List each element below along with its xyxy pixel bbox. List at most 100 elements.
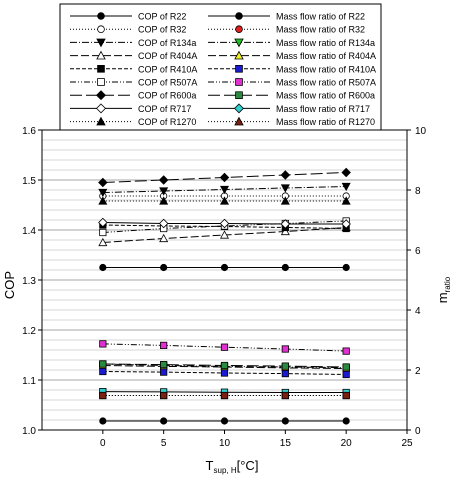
data-point-cop-of-r22: [220, 263, 229, 272]
y2-axis-label-sub: ratio: [443, 276, 452, 292]
legend-label-cop-of-r600a: COP of R600a: [138, 91, 196, 101]
data-point-mass-flow-ratio-of-r1270: [281, 391, 289, 400]
x-tick-label: 0: [100, 438, 106, 449]
data-point-mass-flow-ratio-of-r600a: [99, 360, 107, 368]
data-point-cop-of-r404a: [219, 230, 230, 239]
legend-box: [59, 3, 382, 131]
legend-label-cop-of-r134a: COP of R134a: [138, 38, 196, 48]
data-point-cop-of-r717: [280, 219, 291, 229]
legend-marker-cop-of-r32: [97, 25, 105, 34]
legend-marker-mass-flow-ratio-of-r22: [235, 12, 243, 20]
legend-label-mass-flow-ratio-of-r22: Mass flow ratio of R22: [276, 12, 365, 22]
data-point-cop-of-r404a: [280, 226, 290, 236]
legend-label-cop-of-r1270: COP of R1270: [138, 117, 196, 127]
legend-marker-cop-of-r22: [97, 12, 105, 20]
data-point-cop-of-r404a: [159, 233, 169, 243]
y-axis-ticks: 1.0 1.1 1.2 1.3 1.4 1.5 1.6: [22, 126, 42, 437]
data-point-cop-of-r717: [341, 219, 351, 229]
y-tick-label: 1.3: [22, 276, 36, 287]
y2-tick-label: 2: [415, 366, 421, 377]
data-point-cop-of-r22: [342, 263, 350, 272]
data-point-mass-flow-ratio-of-r507a: [220, 343, 229, 351]
legend-marker-cop-of-r404a: [96, 50, 106, 60]
y-tick-label: 1.2: [22, 326, 36, 337]
data-point-mass-flow-ratio-of-r410a: [99, 367, 107, 376]
legend-marker-cop-of-r507a: [97, 78, 105, 86]
legend-label-mass-flow-ratio-of-r32: Mass flow ratio of R32: [276, 25, 365, 35]
legend-marker-cop-of-r600a: [96, 90, 106, 101]
data-point-cop-of-r600a: [341, 167, 351, 178]
data-point-cop-of-r717: [158, 218, 169, 229]
x-axis-label-unit: [°C]: [237, 458, 259, 473]
data-point-cop-of-r1270: [219, 196, 230, 205]
data-point-cop-of-r134a: [159, 187, 169, 196]
y2-axis-ticks: 0 2 4 6 8 10: [407, 126, 427, 437]
x-tick-label: 15: [280, 438, 292, 449]
data-point-cop-of-r22: [160, 263, 168, 272]
legend-marker-mass-flow-ratio-of-r507a: [235, 78, 243, 86]
data-point-mass-flow-ratio-of-r410a: [220, 369, 229, 377]
data-point-mass-flow-ratio-of-r22: [342, 417, 350, 425]
x-axis-ticks: 0 5 10 15 20 25: [100, 430, 413, 449]
legend-marker-cop-of-r1270: [96, 116, 106, 126]
x-axis-label-sub: sup, H: [214, 466, 237, 475]
legend-label-cop-of-r404a: COP of R404A: [138, 51, 197, 61]
data-point-mass-flow-ratio-of-r600a: [160, 360, 168, 369]
y-tick-label: 1.5: [22, 176, 36, 187]
data-point-mass-flow-ratio-of-r507a: [99, 340, 107, 348]
legend-label-mass-flow-ratio-of-r507a: Mass flow ratio of R507A: [276, 78, 376, 88]
data-point-cop-of-r22: [281, 263, 289, 272]
y-tick-label: 1.4: [22, 226, 36, 237]
data-point-cop-of-r404a: [98, 237, 108, 247]
legend-marker-mass-flow-ratio-of-r410a: [235, 65, 243, 73]
data-point-cop-of-r1270: [280, 196, 290, 205]
y2-tick-label: 0: [415, 426, 421, 437]
y2-axis-label-main: m: [435, 292, 450, 303]
data-point-cop-of-r134a: [341, 182, 351, 192]
y-tick-label: 1.0: [22, 426, 36, 437]
legend: COP of R22 COP of R32 COP of R134a COP of R…: [70, 12, 376, 127]
data-point-mass-flow-ratio-of-r507a: [160, 341, 168, 350]
y2-tick-label: 6: [415, 246, 421, 257]
data-point-mass-flow-ratio-of-r1270: [99, 391, 107, 400]
legend-marker-cop-of-r410a: [97, 65, 105, 73]
x-tick-label: 20: [341, 438, 353, 449]
data-point-mass-flow-ratio-of-r410a: [281, 369, 289, 378]
data-point-mass-flow-ratio-of-r410a: [160, 368, 168, 376]
legend-marker-cop-of-r717: [96, 103, 106, 114]
data-point-cop-of-r134a: [219, 185, 230, 195]
legend-label-cop-of-r22: COP of R22: [138, 12, 186, 22]
legend-marker-mass-flow-ratio-of-r717: [234, 103, 244, 114]
x-tick-label: 5: [161, 438, 167, 449]
data-point-cop-of-r22: [99, 263, 107, 272]
y-axis-label: COP: [2, 271, 17, 299]
y2-axis-label: mratio: [435, 276, 452, 303]
y-tick-label: 1.1: [22, 376, 36, 387]
legend-marker-mass-flow-ratio-of-r1270: [234, 116, 244, 126]
data-point-cop-of-r1270: [159, 196, 169, 205]
legend-label-cop-of-r32: COP of R32: [138, 25, 186, 35]
data-point-cop-of-r134a: [98, 188, 108, 198]
y2-tick-label: 8: [415, 186, 421, 197]
data-point-cop-of-r600a: [98, 177, 108, 188]
data-point-mass-flow-ratio-of-r1270: [342, 391, 350, 400]
data-point-mass-flow-ratio-of-r22: [220, 417, 229, 425]
legend-marker-mass-flow-ratio-of-r404a: [234, 50, 244, 60]
data-point-mass-flow-ratio-of-r507a: [342, 347, 350, 355]
y2-tick-label: 4: [415, 306, 421, 317]
data-point-mass-flow-ratio-of-r600a: [342, 363, 350, 371]
x-axis-label-main: T: [206, 458, 214, 473]
legend-marker-mass-flow-ratio-of-r32: [235, 25, 243, 34]
data-point-cop-of-r600a: [219, 172, 230, 183]
data-point-cop-of-r717: [219, 218, 230, 229]
legend-label-cop-of-r507a: COP of R507A: [138, 78, 197, 88]
legend-marker-mass-flow-ratio-of-r600a: [235, 91, 243, 100]
y2-tick-label: 10: [415, 126, 427, 137]
data-point-cop-of-r1270: [341, 196, 351, 205]
legend-label-mass-flow-ratio-of-r404a: Mass flow ratio of R404A: [276, 51, 376, 61]
data-point-mass-flow-ratio-of-r507a: [281, 345, 289, 353]
data-point-cop-of-r600a: [280, 170, 291, 180]
data-point-cop-of-r600a: [158, 175, 169, 185]
x-axis-label: Tsup, H[°C]: [206, 458, 259, 475]
